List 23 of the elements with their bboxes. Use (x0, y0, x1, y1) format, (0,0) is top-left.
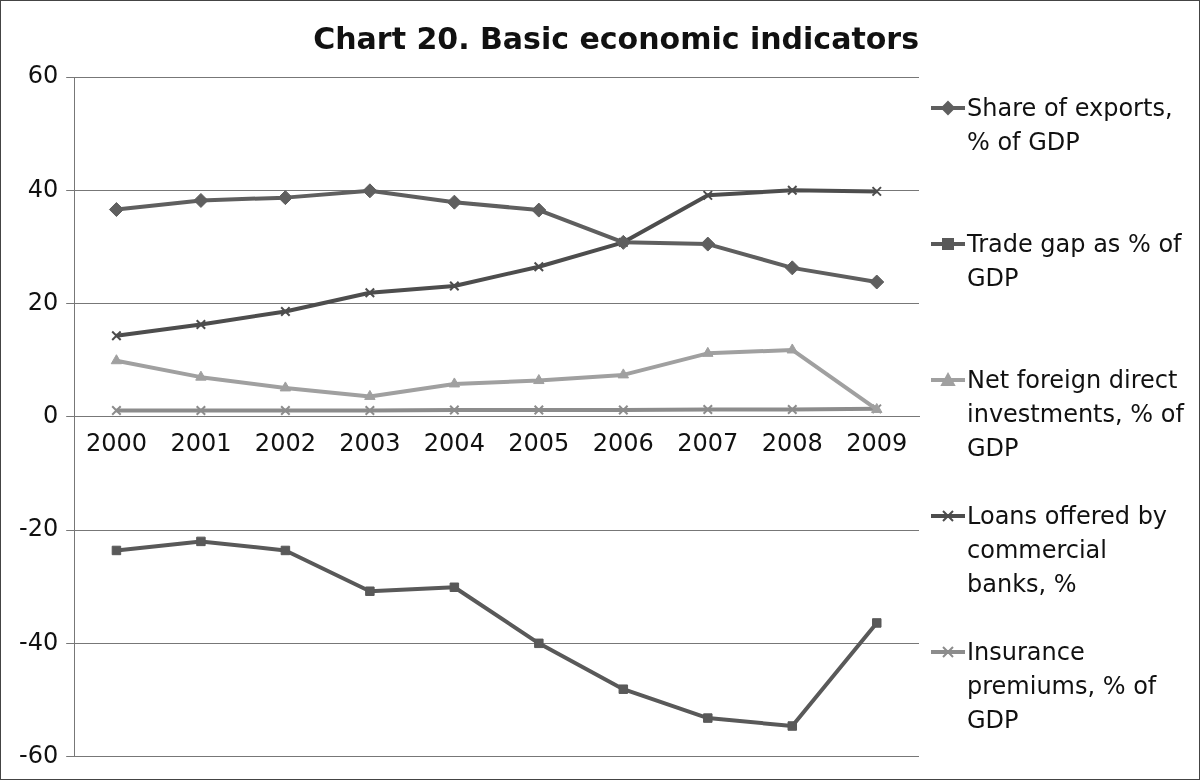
x-tick-label: 2000 (85, 429, 147, 458)
y-tick-label: 0 (42, 401, 59, 430)
y-tick-label: -20 (19, 514, 59, 543)
y-tick-label: 20 (27, 287, 59, 316)
y-tick-label: 60 (27, 61, 59, 90)
x-tick-label: 2006 (592, 429, 654, 458)
chart-title: Chart 20. Basic economic indicators (313, 20, 919, 56)
x-tick-label: 2009 (846, 429, 908, 458)
x-tick-label: 2005 (508, 429, 570, 458)
x-tick-label: 2007 (677, 429, 739, 458)
x-tick-label: 2001 (170, 429, 232, 458)
legend-label: Share of exports, % of GDP (967, 93, 1174, 158)
x-tick-label: 2002 (254, 429, 316, 458)
legend-label: Trade gap as % of GDP (967, 229, 1183, 294)
x-tick-label: 2004 (423, 429, 485, 458)
x-tick-label: 2003 (339, 429, 401, 458)
y-tick-label: -40 (19, 627, 59, 656)
y-tick-label: 40 (27, 174, 59, 203)
y-tick-label: -60 (19, 740, 59, 769)
legend-label: Insurance premiums, % of GDP (967, 637, 1158, 736)
x-tick-label: 2008 (761, 429, 823, 458)
legend-label: Loans offered by commercial banks, % (967, 501, 1169, 600)
legend-label: Net foreign direct investments, % of GDP (967, 365, 1186, 464)
